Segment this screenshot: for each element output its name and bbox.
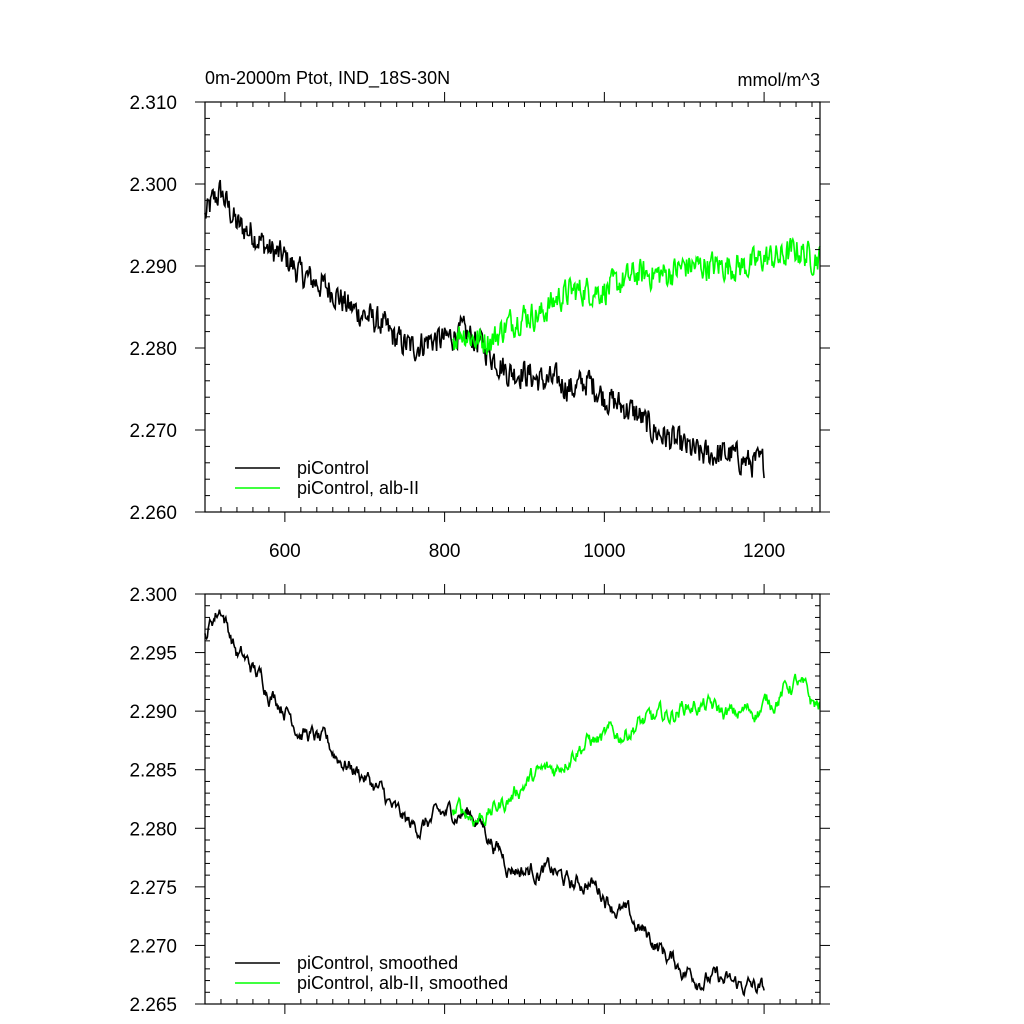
y-tick-label: 2.260 [129,503,177,524]
y-tick-label: 2.310 [129,93,177,114]
x-tick-label: 1000 [583,541,625,562]
x-tick-label: 600 [269,541,301,562]
y-tick-label: 2.270 [129,936,177,957]
legend-label: piControl, alb-II [297,478,419,498]
y-tick-label: 2.300 [129,585,177,606]
x-tick-label: 1200 [743,541,785,562]
series-line-1 [451,236,821,355]
y-tick-label: 2.290 [129,702,177,723]
y-tick-label: 2.280 [129,819,177,840]
plot-frame [204,101,821,513]
y-tick-label: 2.285 [129,761,177,782]
series-line-0 [204,179,765,479]
y-tick-label: 2.280 [129,339,177,360]
bottom-panel: 2.265 2.270 2.275 2.280 2.285 2.290 2.295 2.300… [129,584,830,1016]
legend-label: piControl [297,458,369,478]
y-tick-label: 2.265 [129,995,177,1016]
plot-frame [204,593,821,1005]
y-tick-label: 2.275 [129,878,177,899]
chart-units: mmol/m^3 [738,70,820,90]
top-panel: 0m-2000m Ptot, IND_18S-30N mmol/m^3 600 8… [129,68,830,562]
y-tick-label: 2.270 [129,421,177,442]
y-tick-label: 2.295 [129,644,177,665]
x-tick-label: 800 [429,541,461,562]
series-line-0 [204,609,765,997]
legend-label: piControl, alb-II, smoothed [297,973,508,993]
y-tick-label: 2.290 [129,257,177,278]
series-line-1 [451,673,821,827]
chart-title: 0m-2000m Ptot, IND_18S-30N [205,68,450,89]
legend-label: piControl, smoothed [297,953,458,973]
y-tick-label: 2.300 [129,175,177,196]
